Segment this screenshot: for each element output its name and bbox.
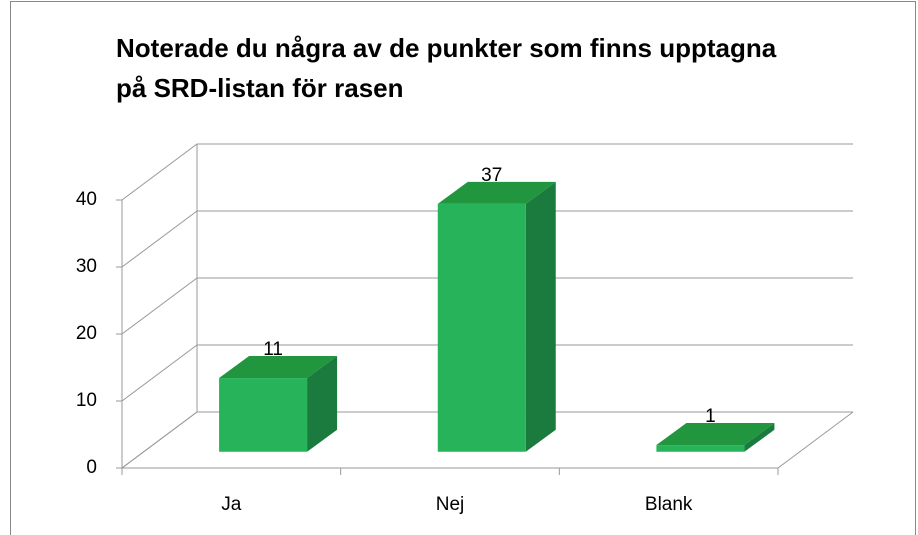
y-tick-label: 10 [76, 390, 97, 411]
x-tick-label: Ja [221, 494, 242, 515]
x-tick-label: Blank [645, 494, 693, 515]
data-label: 11 [263, 339, 283, 360]
grid-line [121, 210, 853, 268]
y-tick-label: 40 [76, 189, 97, 210]
chart-title: Noterade du några av de punkter som finn… [116, 33, 777, 63]
y-tick-label: 30 [76, 256, 97, 277]
x-tick-label: Nej [436, 494, 465, 515]
data-label: 1 [705, 406, 716, 427]
bar [219, 378, 308, 452]
bar-side [525, 181, 556, 452]
data-label: 37 [481, 165, 502, 186]
grid-line [121, 277, 853, 335]
bar-top [219, 356, 338, 379]
y-tick-label: 0 [86, 457, 97, 478]
bar-top [437, 181, 556, 204]
y-tick-label: 20 [76, 323, 97, 344]
bar-side [307, 356, 338, 452]
chart-title: på SRD-listan för rasen [116, 73, 404, 103]
bar [656, 445, 745, 452]
grid-line [121, 344, 853, 402]
grid-line [121, 411, 853, 469]
bar-top [656, 423, 775, 446]
bar-side [744, 423, 775, 452]
grid-line [121, 143, 853, 201]
bar [437, 203, 526, 452]
